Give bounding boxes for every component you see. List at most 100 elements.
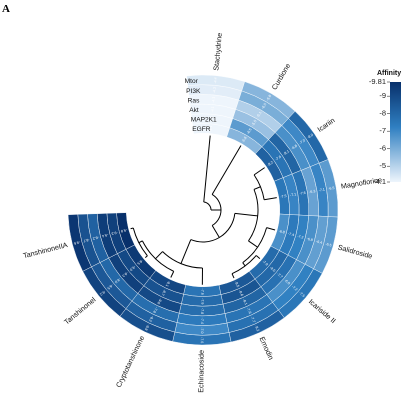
- compound-label: Emodin: [258, 335, 276, 361]
- cell-value: -9.8: [120, 228, 127, 233]
- compound-label: Stachydrine: [211, 32, 224, 71]
- dendrogram-branch: [264, 197, 277, 201]
- cell-value: -7.4: [200, 318, 204, 324]
- cell-value: -6.4: [316, 239, 323, 245]
- cell-value: -4.4: [213, 77, 218, 84]
- cell-value: -8.8: [144, 324, 150, 331]
- compound-label: Icariside II: [307, 297, 338, 325]
- cell-value: -7.2: [297, 234, 304, 240]
- cell-value: -7.9: [200, 298, 204, 304]
- dendrogram-branch: [253, 167, 265, 176]
- cell-value: -8.1: [283, 149, 290, 156]
- cell-value: -8.2: [254, 325, 260, 332]
- cell-value: -7.0: [299, 138, 306, 145]
- cell-value: -5.8: [266, 94, 273, 101]
- dendrogram-branch: [266, 227, 276, 231]
- dendrogram-arc: [190, 213, 236, 243]
- cell-value: -6.5: [246, 128, 253, 135]
- cell-value: -7.7: [276, 272, 283, 279]
- cell-value: -8.2: [92, 235, 99, 240]
- dendrogram-branch: [138, 240, 143, 244]
- dendrogram-branch: [211, 145, 242, 195]
- cell-value: -6.0: [261, 103, 268, 110]
- cell-value: -9.5: [136, 258, 143, 265]
- cell-value: -8.7: [83, 237, 90, 242]
- compound-label: Curdione: [270, 62, 293, 92]
- dendrogram-branch: [231, 273, 235, 279]
- affinity-legend: Affinity-9.81 -9 -8 -7 -6 -5 -4.1: [369, 70, 401, 186]
- cell-value: -6.8: [306, 237, 313, 243]
- target-label: PI3K: [186, 88, 201, 95]
- dendrogram-branch: [234, 212, 258, 217]
- dendrogram-branch: [144, 255, 148, 258]
- dendrogram-arc: [203, 201, 212, 211]
- cell-value: -6.3: [309, 189, 316, 194]
- legend-tick-label: -6: [379, 144, 386, 153]
- heatmap-cell: [67, 214, 92, 272]
- cell-value: -9.0: [129, 265, 136, 272]
- cell-value: -7.6: [246, 307, 252, 314]
- cell-value: -7.6: [200, 337, 204, 343]
- cell-value: -8.7: [161, 289, 167, 296]
- heatmap-cells: [67, 74, 339, 346]
- dendrogram-branch: [242, 262, 246, 267]
- cell-value: -7.1: [318, 188, 325, 193]
- legend-tick-label: -7: [379, 126, 386, 135]
- compound-label: TanshinoneIIA: [22, 240, 69, 260]
- cell-value: -8.6: [238, 289, 244, 296]
- dendrogram: [130, 135, 277, 285]
- compound-label: Icariin: [315, 116, 336, 134]
- cell-value: -7.7: [250, 316, 256, 323]
- target-label: EGFR: [192, 126, 211, 133]
- dendrogram-branch: [170, 271, 175, 278]
- cell-value: -9.3: [121, 271, 128, 278]
- cell-value: -4.1: [209, 116, 214, 123]
- cell-value: -7.4: [288, 232, 295, 238]
- cell-value: -9.6: [74, 240, 81, 245]
- cell-value: -6.5: [328, 186, 335, 191]
- cell-value: -9.4: [102, 233, 109, 238]
- cell-value: -7.8: [200, 308, 204, 314]
- target-labels: EGFR MAP2K1 Akt Ras PI3K Mtor: [185, 78, 217, 133]
- compound-label: Echinacoside: [196, 350, 205, 393]
- cell-value: -4.1: [210, 106, 215, 113]
- cell-value: -7.5: [280, 194, 287, 199]
- legend-tick-label: -8: [379, 109, 386, 118]
- target-label: MAP2K1: [191, 117, 217, 124]
- cell-value: -4.3: [212, 87, 217, 94]
- cell-value: -7.8: [152, 306, 158, 313]
- cell-value: -8.5: [106, 283, 113, 290]
- cell-value: -7.6: [275, 155, 282, 162]
- target-label: Akt: [189, 107, 199, 114]
- dendrogram-branch: [253, 186, 261, 190]
- cell-value: -7.2: [291, 285, 298, 292]
- cell-value-labels: -4.1-4.1-4.1-4.1-4.3-4.4-5.8-6.5-5.5-5.1…: [74, 77, 335, 343]
- compound-label: Cryptotanshinone: [114, 334, 146, 389]
- dendrogram-branch: [248, 240, 258, 248]
- panel-label: A: [2, 3, 10, 15]
- cell-value: -7.5: [298, 291, 305, 298]
- cell-value: -7.6: [299, 191, 306, 196]
- cell-value: -4.1: [208, 125, 213, 132]
- legend-tick-label: -4.1: [373, 177, 386, 186]
- cell-value: -8.0: [114, 277, 121, 284]
- legend-colorbar: [390, 82, 401, 182]
- cell-value: -8.0: [269, 266, 276, 273]
- cell-value: -6.5: [325, 242, 332, 248]
- cell-value: -9.2: [99, 289, 106, 296]
- cell-value: -7.1: [290, 192, 297, 197]
- cell-value: -8.5: [234, 281, 240, 288]
- cell-value: -6.8: [284, 278, 291, 285]
- legend-tick-label: -9.81: [369, 77, 386, 86]
- dendrogram-branch: [255, 255, 261, 259]
- cell-value: -9.3: [111, 230, 118, 235]
- cell-value: -9.0: [156, 298, 162, 305]
- legend-title: Affinity: [377, 70, 401, 77]
- cell-value: -8.0: [307, 133, 314, 140]
- dendrogram-branch: [130, 227, 134, 230]
- cell-value: -5.1: [256, 111, 263, 118]
- cell-value: -4.1: [211, 96, 216, 103]
- dendrogram-branch: [180, 239, 192, 264]
- legend-tick-label: -9: [379, 91, 386, 100]
